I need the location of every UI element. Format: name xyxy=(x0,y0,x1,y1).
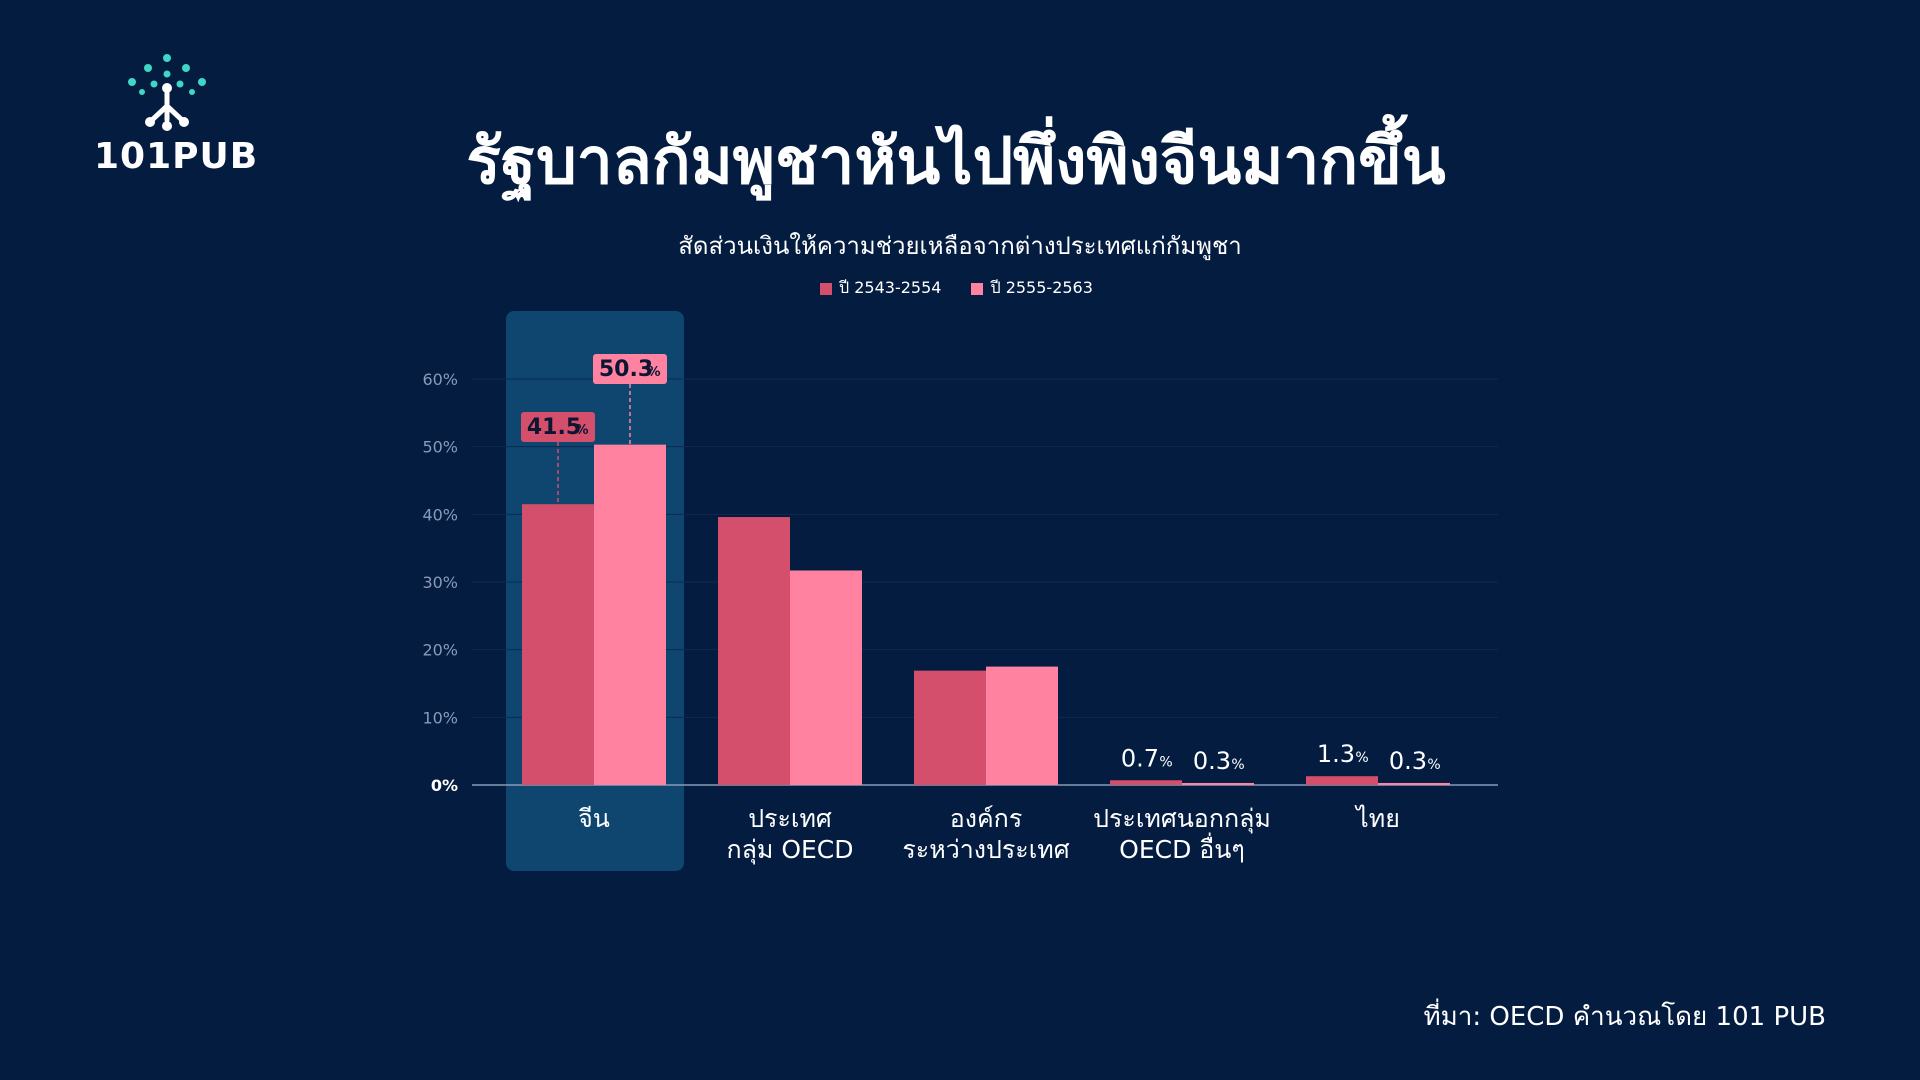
x-category-label: องค์กร xyxy=(950,804,1023,833)
bar xyxy=(594,444,666,785)
data-label-badge xyxy=(521,412,595,442)
data-label-unit: % xyxy=(1355,750,1368,766)
bar xyxy=(1378,782,1450,785)
y-tick-label: 40% xyxy=(422,505,458,524)
brand-logo-icon xyxy=(128,54,206,131)
bar xyxy=(1182,782,1254,785)
data-label-unit: % xyxy=(1427,757,1440,773)
data-label: 50.3 xyxy=(599,357,653,382)
bar xyxy=(718,517,790,785)
bar xyxy=(986,666,1058,785)
page-title: รัฐบาลกัมพูชาหันไปพึ่งพิงจีนมากขึ้น xyxy=(466,125,1446,199)
data-label: 0.3 xyxy=(1193,747,1231,775)
bar xyxy=(1306,776,1378,785)
y-tick-label: 60% xyxy=(422,370,458,389)
y-tick-label: 50% xyxy=(422,438,458,457)
legend-swatch-series-2 xyxy=(971,282,984,295)
x-category-label: ประเทศนอกกลุ่ม xyxy=(1093,804,1271,834)
legend-item-series-1: ปี 2543-2554 xyxy=(820,276,941,301)
y-tick-label: 30% xyxy=(422,573,458,592)
data-label: 41.5 xyxy=(527,415,581,440)
y-tick-label: 10% xyxy=(422,708,458,727)
x-category-label: ประเทศ xyxy=(748,804,832,833)
legend-item-series-2: ปี 2555-2563 xyxy=(971,276,1093,301)
y-tick-label: 0% xyxy=(431,776,458,795)
data-label-unit: % xyxy=(575,423,588,438)
data-label: 1.3 xyxy=(1317,740,1355,768)
bar xyxy=(522,504,594,785)
bar xyxy=(790,570,862,785)
legend-swatch-series-1 xyxy=(820,282,832,295)
bar xyxy=(1110,780,1182,785)
x-category-label: ไทย xyxy=(1354,804,1400,833)
chart-legend: ปี 2543-2554 ปี 2555-2563 xyxy=(820,276,1093,301)
data-label: 0.3 xyxy=(1389,747,1427,775)
data-label-unit: % xyxy=(1231,757,1244,773)
x-category-label: ระหว่างประเทศ xyxy=(902,835,1069,864)
bar xyxy=(914,670,986,785)
data-label: 0.7 xyxy=(1121,744,1159,772)
data-label-unit: % xyxy=(1159,754,1172,770)
x-category-label: กลุ่ม OECD xyxy=(726,835,853,865)
x-category-label: OECD อื่นๆ xyxy=(1119,832,1245,864)
brand-name: 101PUB xyxy=(94,136,259,177)
chart-subtitle: สัดส่วนเงินให้ความช่วยเหลือจากต่างประเทศ… xyxy=(678,232,1242,260)
source-note: ที่มา: OECD คำนวณโดย 101 PUB xyxy=(1423,1002,1826,1032)
y-tick-label: 20% xyxy=(422,641,458,660)
data-label-badge xyxy=(593,354,667,384)
legend-label-series-2: ปี 2555-2563 xyxy=(990,278,1093,297)
legend-label-series-1: ปี 2543-2554 xyxy=(839,278,942,297)
data-label-unit: % xyxy=(647,365,660,380)
x-category-label: จีน xyxy=(578,804,610,833)
